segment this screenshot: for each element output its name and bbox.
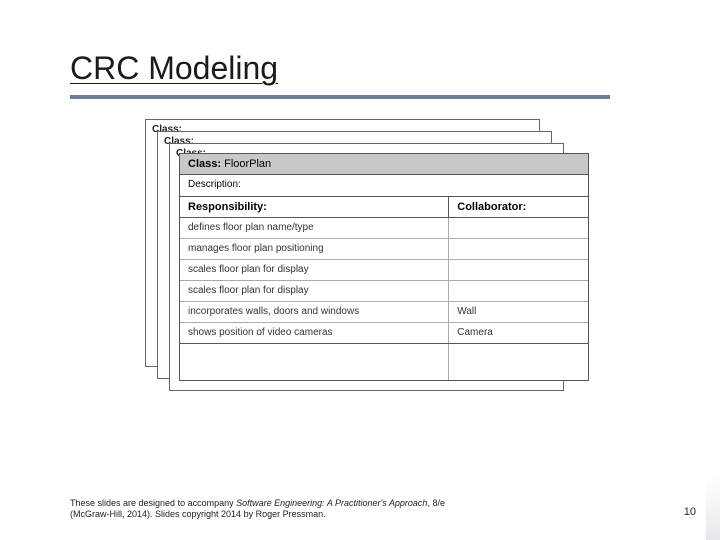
card-row: incorporates walls, doors and windowsWal… bbox=[180, 302, 588, 323]
slide: CRC Modeling Class: Class: Class: Class:… bbox=[0, 0, 720, 540]
class-label: Class: bbox=[188, 158, 221, 170]
card-row: manages floor plan positioning bbox=[180, 239, 588, 260]
corner-accent bbox=[706, 0, 720, 540]
card-rows: defines floor plan name/typemanages floo… bbox=[180, 218, 588, 344]
slide-title: CRC Modeling bbox=[70, 50, 660, 89]
card-tail-blank bbox=[180, 344, 588, 380]
crc-card-stack: Class: Class: Class: Class: FloorPlan De… bbox=[145, 119, 625, 419]
collaborator-cell: Camera bbox=[449, 323, 588, 343]
card-description-row: Description: bbox=[180, 175, 588, 197]
responsibility-cell: scales floor plan for display bbox=[180, 260, 449, 280]
collaborator-cell bbox=[449, 281, 588, 301]
footer-text-1a: These slides are designed to accompany bbox=[70, 498, 236, 508]
description-label: Description: bbox=[188, 179, 241, 190]
title-underline-rule bbox=[70, 95, 610, 99]
class-name: FloorPlan bbox=[224, 158, 271, 170]
slide-footer: These slides are designed to accompany S… bbox=[70, 498, 630, 521]
collaborator-header: Collaborator: bbox=[449, 197, 588, 217]
footer-text-2: (McGraw-Hill, 2014). Slides copyright 20… bbox=[70, 509, 326, 519]
collaborator-cell bbox=[449, 260, 588, 280]
card-class-header: Class: FloorPlan bbox=[180, 154, 588, 175]
footer-text-1b: Software Engineering: A Practitioner's A… bbox=[236, 498, 427, 508]
responsibility-cell: defines floor plan name/type bbox=[180, 218, 449, 238]
title-block: CRC Modeling bbox=[70, 50, 660, 99]
card-row: defines floor plan name/type bbox=[180, 218, 588, 239]
responsibility-cell: scales floor plan for display bbox=[180, 281, 449, 301]
crc-front-card: Class: FloorPlan Description: Responsibi… bbox=[179, 153, 589, 381]
card-row: scales floor plan for display bbox=[180, 260, 588, 281]
collaborator-cell bbox=[449, 239, 588, 259]
collaborator-cell: Wall bbox=[449, 302, 588, 322]
responsibility-cell: shows position of video cameras bbox=[180, 323, 449, 343]
page-number: 10 bbox=[684, 506, 696, 518]
responsibility-cell: manages floor plan positioning bbox=[180, 239, 449, 259]
collaborator-cell bbox=[449, 218, 588, 238]
footer-text-1c: , 8/e bbox=[427, 498, 445, 508]
card-row: shows position of video camerasCamera bbox=[180, 323, 588, 344]
card-row: scales floor plan for display bbox=[180, 281, 588, 302]
card-column-headers: Responsibility: Collaborator: bbox=[180, 197, 588, 218]
responsibility-header: Responsibility: bbox=[180, 197, 449, 217]
responsibility-cell: incorporates walls, doors and windows bbox=[180, 302, 449, 322]
